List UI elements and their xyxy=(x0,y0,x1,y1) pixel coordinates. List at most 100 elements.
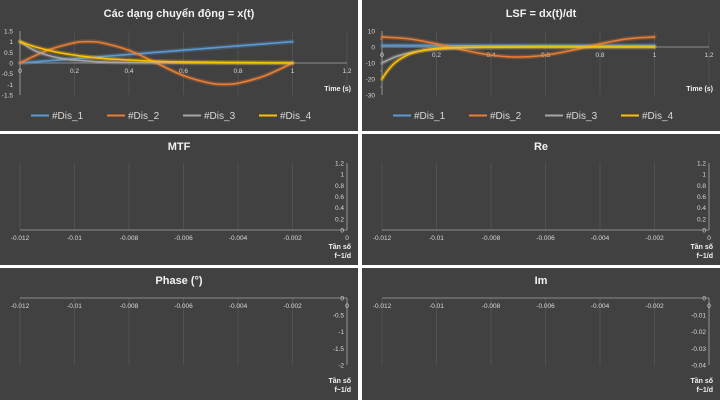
y-tick-label: -1 xyxy=(7,82,13,89)
x-tick-label: -0.004 xyxy=(591,235,610,242)
x-tick-label: -0.012 xyxy=(373,303,392,310)
x-tick-label: -0.01 xyxy=(67,235,82,242)
y-tick-label: 0 xyxy=(702,228,706,235)
chart-title: MTF xyxy=(168,141,191,153)
x-tick-label: -0.01 xyxy=(429,235,444,242)
im-chart-panel: Im -0.012 -0.01 -0.008 -0.006 -0.004 -0.002 0 0-… xyxy=(362,268,720,400)
x-tick-label: -0.012 xyxy=(11,235,30,242)
legend-item-dis-2: #Dis_2 xyxy=(107,111,160,122)
chart-title: LSF = dx(t)/dt xyxy=(506,8,577,20)
y-tick-label: 0.2 xyxy=(697,216,706,223)
y-tick-label: -0.03 xyxy=(691,346,706,353)
y-tick-label: -0.5 xyxy=(333,312,345,319)
x-axis-label: Time (s) xyxy=(686,86,713,93)
mtf-chart: MTF -0.012 -0.01 -0.008 -0.006 -0.004 -0.002 0 1… xyxy=(11,141,352,260)
y-tick-label: -1 xyxy=(338,329,344,336)
y-tick-label: 1.2 xyxy=(697,161,706,168)
phase-chart-panel: Phase (°) -0.012 -0.01 -0.008 -0.006 -0.004 -0… xyxy=(0,268,358,400)
x-axis-label: Time (s) xyxy=(324,86,351,93)
x-tick-label: 1 xyxy=(653,52,657,59)
x-tick-label: 0.2 xyxy=(432,52,441,59)
x-axis-label: Tần số xyxy=(328,376,351,385)
legend-label: #Dis_2 xyxy=(490,111,522,122)
x-tick-label: -0.012 xyxy=(373,235,392,242)
y-tick-label: -1.5 xyxy=(333,346,345,353)
y-tick-label: 0.4 xyxy=(697,205,706,212)
x-tick-label: -0.002 xyxy=(283,303,302,310)
x-axis-label: f~1/d xyxy=(334,253,351,260)
x-axis-label: f~1/d xyxy=(696,253,713,260)
x-tick-label: -0.006 xyxy=(536,303,555,310)
legend-label: #Dis_4 xyxy=(642,111,674,122)
y-tick-label: 0 xyxy=(340,296,344,303)
x-tick-label: -0.004 xyxy=(229,235,248,242)
y-tick-label: 1.5 xyxy=(4,29,13,36)
im-chart: Im-0.012 -0.01 -0.008 -0.006 -0.004 -0.002 00-… xyxy=(373,275,714,394)
legend-label: #Dis_3 xyxy=(566,111,598,122)
re-chart-panel: Re -0.012 -0.01 -0.008 -0.006 -0.004 -0.002 0 1.… xyxy=(362,134,720,265)
y-tick-label: 0.2 xyxy=(335,216,344,223)
legend-item-dis-3: #Dis_3 xyxy=(183,111,236,122)
x-tick-label: -0.002 xyxy=(645,303,664,310)
legend-item-dis-1: #Dis_1 xyxy=(31,111,84,122)
legend-item-dis-4: #Dis_4 xyxy=(621,111,674,122)
x-axis-label: Tần số xyxy=(690,242,713,251)
y-tick-label: 0.6 xyxy=(697,194,706,201)
series-glow-dis-4 xyxy=(379,44,657,82)
legend-label: #Dis_2 xyxy=(128,111,160,122)
y-tick-label: 0.6 xyxy=(335,194,344,201)
legend-item-dis-3: #Dis_3 xyxy=(545,111,598,122)
x-tick-label: -0.004 xyxy=(591,303,610,310)
x-axis-label: Tần số xyxy=(690,376,713,385)
x-tick-label: -0.01 xyxy=(67,303,82,310)
y-tick-label: -0.5 xyxy=(2,71,14,78)
y-tick-label: 1 xyxy=(340,172,344,179)
x-tick-label: -0.002 xyxy=(645,235,664,242)
legend-item-dis-1: #Dis_1 xyxy=(393,111,446,122)
y-tick-label: -0.04 xyxy=(691,363,706,370)
x-tick-label: 0 xyxy=(707,303,711,310)
series-line-dis-4 xyxy=(381,46,656,80)
y-tick-label: 10 xyxy=(368,29,376,36)
x-tick-label: 0.2 xyxy=(70,68,79,75)
x-tick-label: 0 xyxy=(707,235,711,242)
x-tick-label: 0 xyxy=(345,235,349,242)
y-tick-label: 0.4 xyxy=(335,205,344,212)
x-tick-label: 0.4 xyxy=(124,68,133,75)
x-tick-label: 1.2 xyxy=(342,68,351,75)
x-tick-label: 0.6 xyxy=(179,68,188,75)
x-tick-label: 0.8 xyxy=(595,52,604,59)
y-tick-label: 0 xyxy=(340,228,344,235)
x-tick-label: 0.8 xyxy=(233,68,242,75)
y-tick-label: 0 xyxy=(371,45,375,52)
y-tick-label: 1 xyxy=(9,39,13,46)
x-tick-label: -0.002 xyxy=(283,235,302,242)
displacement-chart-panel: Các dạng chuyển động = x(t) 0 0.2 0.4 0.6 0.8… xyxy=(0,0,358,131)
legend-item-dis-4: #Dis_4 xyxy=(259,111,312,122)
y-tick-label: -0.02 xyxy=(691,329,706,336)
legend-item-dis-2: #Dis_2 xyxy=(469,111,522,122)
x-tick-label: -0.008 xyxy=(482,235,501,242)
y-tick-label: 0.8 xyxy=(335,183,344,190)
x-tick-label: -0.008 xyxy=(482,303,501,310)
y-tick-label: -2 xyxy=(338,363,344,370)
x-tick-label: -0.01 xyxy=(429,303,444,310)
chart-title: Các dạng chuyển động = x(t) xyxy=(104,8,255,20)
legend-label: #Dis_4 xyxy=(280,111,312,122)
x-tick-label: -0.012 xyxy=(11,303,30,310)
series-line-dis-4 xyxy=(19,40,294,64)
mtf-chart-panel: MTF -0.012 -0.01 -0.008 -0.006 -0.004 -0.002 0 1… xyxy=(0,134,358,265)
y-tick-label: -20 xyxy=(366,77,376,84)
chart-title: Re xyxy=(534,141,548,153)
x-tick-label: 1.2 xyxy=(704,52,713,59)
x-axis-label: f~1/d xyxy=(334,387,351,394)
x-tick-label: -0.006 xyxy=(174,303,193,310)
y-tick-label: 0.5 xyxy=(4,50,13,57)
x-tick-label: -0.008 xyxy=(120,303,139,310)
x-axis-label: Tần số xyxy=(328,242,351,251)
y-tick-label: -30 xyxy=(366,93,376,100)
y-tick-label: 1 xyxy=(702,172,706,179)
y-tick-label: 1.2 xyxy=(335,161,344,168)
chart-title: Im xyxy=(535,275,548,287)
legend-label: #Dis_1 xyxy=(414,111,446,122)
